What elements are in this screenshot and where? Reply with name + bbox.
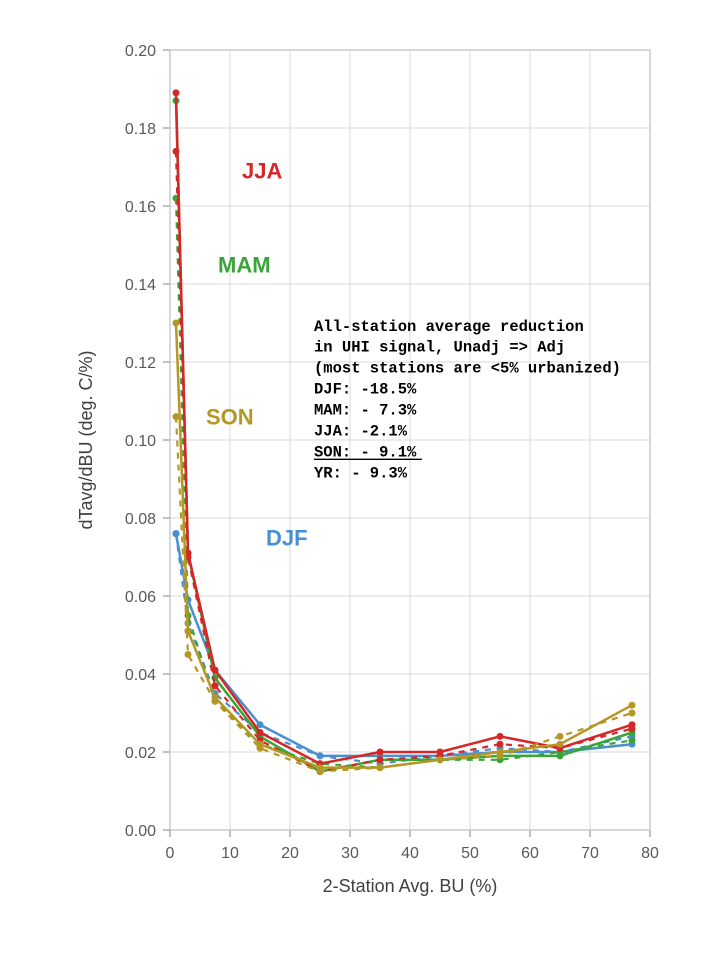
- marker: [257, 745, 264, 752]
- x-tick-label: 30: [341, 845, 359, 862]
- marker: [317, 752, 324, 759]
- x-tick-label: 10: [221, 845, 239, 862]
- marker: [173, 530, 180, 537]
- y-tick-label: 0.16: [125, 199, 156, 216]
- x-tick-label: 60: [521, 845, 539, 862]
- x-tick-label: 20: [281, 845, 299, 862]
- x-tick-label: 50: [461, 845, 479, 862]
- y-tick-label: 0.00: [125, 823, 156, 840]
- marker: [173, 148, 180, 155]
- marker: [437, 756, 444, 763]
- y-tick-label: 0.04: [125, 667, 156, 684]
- y-tick-label: 0.06: [125, 589, 156, 606]
- y-tick-label: 0.12: [125, 355, 156, 372]
- marker: [629, 710, 636, 717]
- series-label-son: SON: [206, 404, 254, 429]
- series-label-mam: MAM: [218, 252, 271, 277]
- marker: [497, 752, 504, 759]
- marker: [377, 749, 384, 756]
- marker: [212, 698, 219, 705]
- marker: [317, 768, 324, 775]
- y-axis-label: dTavg/dBU (deg. C/%): [76, 350, 96, 529]
- marker: [629, 737, 636, 744]
- y-tick-label: 0.10: [125, 433, 156, 450]
- marker: [185, 651, 192, 658]
- marker: [173, 413, 180, 420]
- marker: [497, 741, 504, 748]
- annotation-line: DJF: -18.5%: [314, 381, 417, 399]
- marker: [173, 320, 180, 327]
- y-tick-label: 0.18: [125, 121, 156, 138]
- marker: [497, 733, 504, 740]
- marker: [629, 725, 636, 732]
- y-tick-label: 0.02: [125, 745, 156, 762]
- series-label-djf: DJF: [266, 525, 308, 550]
- marker: [257, 729, 264, 736]
- marker: [629, 702, 636, 709]
- annotation-line: All-station average reduction: [314, 318, 584, 336]
- marker: [377, 756, 384, 763]
- annotation-line: YR: - 9.3%: [314, 464, 408, 482]
- x-tick-label: 80: [641, 845, 659, 862]
- x-axis-label: 2-Station Avg. BU (%): [323, 876, 498, 896]
- marker: [173, 89, 180, 96]
- y-tick-label: 0.08: [125, 511, 156, 528]
- annotation-line: JJA: -2.1%: [314, 422, 408, 440]
- x-tick-label: 0: [166, 845, 175, 862]
- y-tick-label: 0.20: [125, 43, 156, 60]
- x-tick-label: 70: [581, 845, 599, 862]
- marker: [557, 733, 564, 740]
- marker: [557, 741, 564, 748]
- annotation-line: MAM: - 7.3%: [314, 402, 417, 420]
- y-tick-label: 0.14: [125, 277, 156, 294]
- series-label-jja: JJA: [242, 159, 282, 184]
- marker: [377, 764, 384, 771]
- annotation-line: (most stations are <5% urbanized): [314, 360, 621, 378]
- x-tick-label: 40: [401, 845, 419, 862]
- annotation-line: in UHI signal, Unadj => Adj: [314, 339, 565, 357]
- uhi-chart: 0 10 20 30 40 50 60 70 80 0.00 0.02 0.04 0.06 0.08 0.1…: [50, 30, 670, 930]
